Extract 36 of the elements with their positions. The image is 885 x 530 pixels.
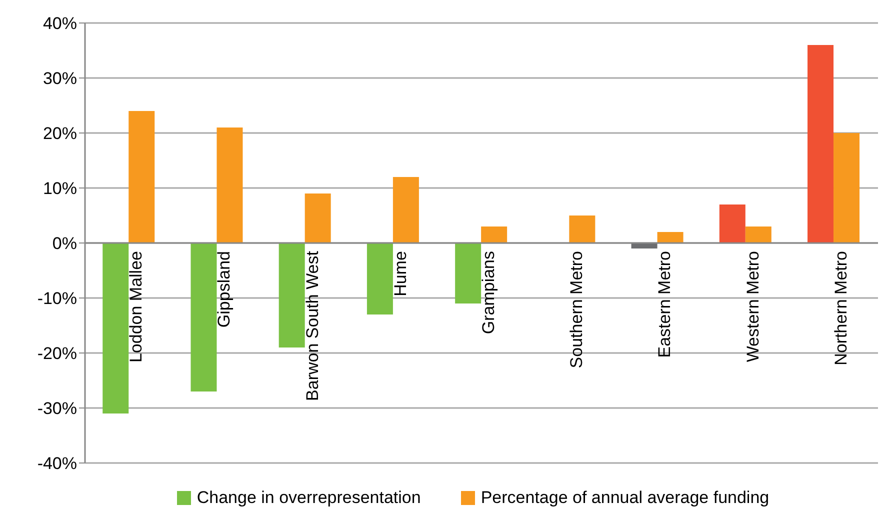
x-tick-label: Loddon Mallee [126,251,146,363]
bar [745,226,772,243]
bar [657,232,684,243]
x-tick-label: Gippsland [214,251,234,328]
y-tick-label: -20% [37,344,77,364]
x-tick-label: Southern Metro [567,251,586,368]
x-tick-label: Northern Metro [831,251,850,366]
x-tick-label: Western Metro [743,251,762,362]
y-tick-label: 40% [42,14,77,34]
bar [102,243,129,414]
bar [190,243,217,392]
bar [569,216,596,243]
x-tick-label: Barwon South West [302,250,322,401]
bar [392,177,419,243]
legend-label: Percentage of annual average funding [480,488,770,508]
bar [834,133,860,243]
bar [304,194,331,243]
x-tick-label: Hume [390,251,410,296]
bar [216,128,243,243]
y-tick-label: 0% [52,234,77,254]
bar [719,204,746,243]
y-tick-label: -30% [37,399,77,418]
bar [128,111,155,243]
y-tick-label: -10% [37,289,77,308]
y-tick-label: 30% [42,69,77,88]
x-tick-label: Eastern Metro [655,251,674,358]
y-tick-label: -40% [37,454,77,474]
legend-label: Change in overrepresentation [196,488,421,508]
y-tick-label: 20% [42,124,77,144]
y-tick-label: 10% [42,179,77,198]
x-tick-label: Grampians [478,251,498,334]
bar [278,243,305,348]
bar [808,45,834,243]
bar [366,243,393,314]
bar [481,226,508,243]
bar [455,243,482,304]
